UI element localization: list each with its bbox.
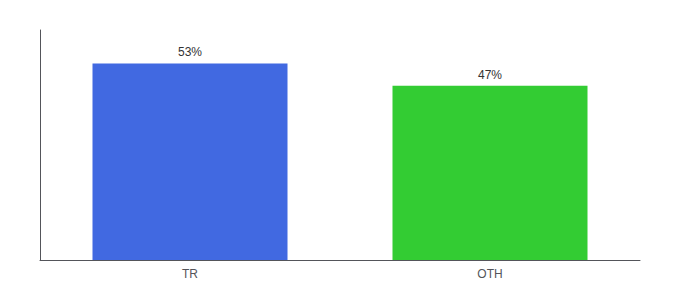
svg-text:47%: 47%	[478, 68, 502, 82]
svg-text:53%: 53%	[178, 45, 202, 59]
svg-text:TR: TR	[182, 267, 198, 281]
svg-text:OTH: OTH	[477, 267, 502, 281]
